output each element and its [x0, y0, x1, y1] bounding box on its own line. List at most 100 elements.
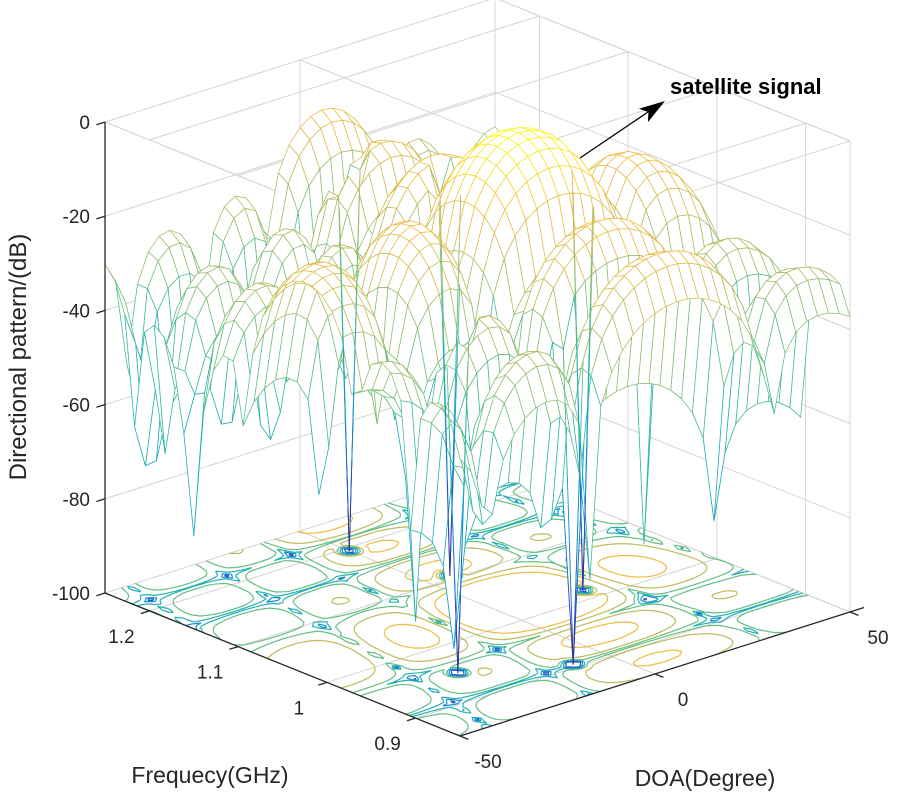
z-tick	[96, 498, 106, 503]
y-tick	[318, 681, 328, 686]
null-spike-edge	[466, 361, 469, 401]
null-spike-edge	[357, 195, 360, 240]
x-tick-label: -50	[474, 752, 501, 773]
y-tick-label: 1.1	[197, 663, 223, 684]
z-tick	[96, 309, 106, 314]
box-edge	[498, 0, 851, 142]
null-spike-edge	[338, 209, 342, 253]
wall-gridline-z	[494, 91, 851, 236]
null-spike-edge	[453, 430, 456, 467]
floor-contour-level--85	[147, 509, 701, 721]
y-tick	[229, 645, 239, 650]
null-spike-edge	[451, 466, 455, 504]
null-spike-edge	[341, 294, 344, 338]
z-tick	[96, 592, 106, 597]
x-tick	[849, 611, 859, 617]
null-spike-edge	[576, 512, 579, 551]
null-spike-edge	[448, 429, 451, 464]
x-axis-ruler	[459, 606, 865, 737]
null-spike-edge	[446, 480, 450, 529]
null-spike-edge	[563, 510, 566, 533]
z-tick-label: -20	[63, 207, 90, 228]
null-spike-edge	[353, 328, 356, 374]
null-spike-edge	[575, 550, 578, 589]
null-spike-edge	[578, 440, 581, 491]
null-spike-edge	[580, 490, 583, 541]
top-gridline-freq	[149, 15, 540, 141]
z-tick	[96, 403, 106, 408]
z-tick-label: -60	[63, 396, 90, 417]
z-tick-label: 0	[79, 113, 90, 134]
null-spike-edge	[589, 255, 592, 304]
x-tick	[459, 735, 469, 741]
z-axis-label: Directional pattern/(dB)	[5, 234, 32, 481]
null-spike-edge	[338, 196, 341, 241]
null-spike-edge	[340, 252, 343, 296]
null-spike-edge	[444, 384, 447, 433]
y-axis-label: Frequecy(GHz)	[131, 762, 288, 788]
null-spike-edge	[590, 254, 593, 303]
x-tick	[654, 673, 664, 679]
null-spike-edge	[570, 620, 573, 643]
null-spike-edge	[587, 350, 591, 399]
null-spike-edge	[448, 527, 451, 576]
null-spike-edge	[569, 546, 572, 586]
null-spike-edge	[580, 399, 583, 438]
null-spike-edge	[572, 626, 575, 665]
null-spike-edge	[566, 467, 569, 507]
null-spike-edge	[346, 465, 349, 509]
z-tick	[96, 121, 106, 126]
y-tick	[140, 610, 150, 615]
null-spike-edge	[451, 498, 454, 534]
null-spike-edge	[577, 390, 580, 441]
null-spike-edge	[567, 506, 570, 547]
null-spike-edge	[455, 603, 458, 638]
null-spike-edge	[456, 320, 459, 358]
null-spike-edge	[351, 417, 354, 462]
y-tick-label: 1.2	[108, 627, 134, 648]
null-spike-edge	[457, 633, 460, 673]
null-spike-edge	[588, 303, 591, 352]
z-tick-label: -80	[63, 490, 90, 511]
null-spike-edge	[570, 585, 573, 626]
null-spike-edge	[449, 539, 452, 576]
null-spike-edge	[573, 241, 576, 292]
null-spike-edge	[457, 242, 460, 290]
null-spike-edge	[582, 443, 585, 472]
null-spike-edge	[447, 394, 450, 430]
y-tick-label: 1	[294, 698, 305, 719]
null-spike-edge	[583, 494, 586, 543]
null-spike-edge	[575, 581, 578, 610]
x-axis-label: DOA(Degree)	[635, 765, 776, 791]
null-spike-edge	[458, 194, 462, 243]
null-spike-edge	[356, 239, 359, 285]
null-spike-edge	[574, 609, 577, 637]
generated-plot-layers: 1.2 1.1 1 0.9 -50 0 50 0 -20 -40 -60 -80 -100	[52, 0, 889, 773]
null-spike-edge	[561, 488, 565, 511]
null-spike-edge	[464, 400, 467, 440]
null-spike-edge	[568, 598, 571, 621]
null-spike-edge	[575, 291, 578, 342]
null-spike-edge	[459, 555, 463, 595]
null-spike-edge	[352, 372, 355, 418]
null-spike-edge	[458, 594, 461, 634]
null-spike-edge	[454, 337, 458, 386]
null-spike-edge	[562, 349, 566, 389]
null-spike-edge	[463, 439, 466, 479]
floor-gridline-freq	[415, 593, 806, 719]
null-spike-edge	[591, 206, 595, 255]
null-spike-edge	[567, 576, 570, 599]
null-spike-edge	[565, 554, 569, 577]
null-spike-edge	[584, 446, 588, 495]
null-spike-edge	[343, 380, 347, 423]
null-spike-edge	[458, 284, 461, 322]
null-spike-edge	[453, 568, 456, 604]
x-tick-label: 0	[678, 690, 689, 711]
null-spike-edge	[582, 542, 585, 591]
null-spike-edge	[580, 471, 584, 499]
null-spike-edge	[572, 191, 575, 242]
null-spike-edge	[591, 207, 594, 256]
null-spike-edge	[456, 289, 459, 338]
